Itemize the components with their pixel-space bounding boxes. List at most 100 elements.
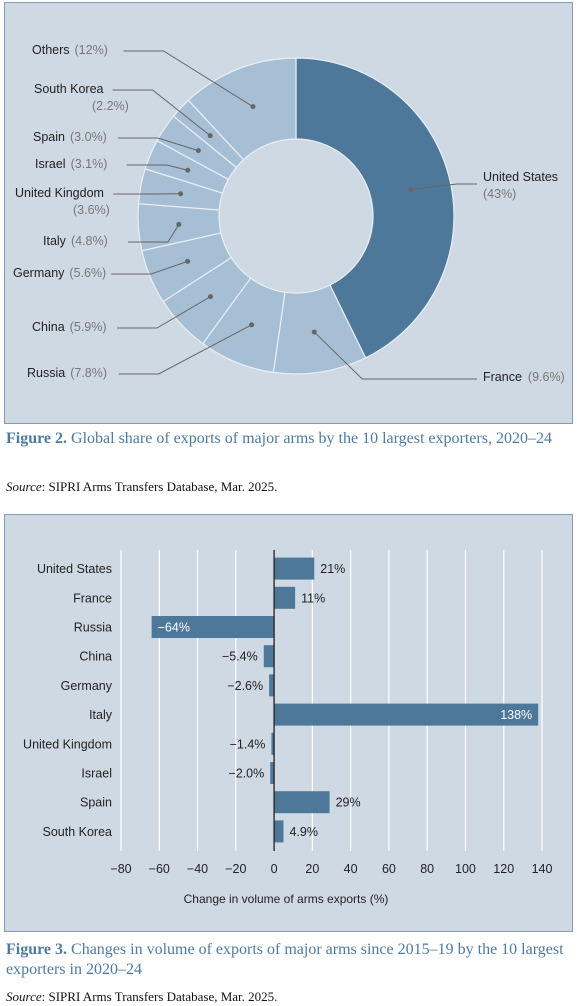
x-tick-label: 100 (455, 862, 476, 876)
donut-label-russia: Russia (7.8%) (27, 322, 255, 380)
donut-chart: United States (43%) France (9.6%) Russia (7.8… (13, 43, 565, 384)
figure2-source: Source: SIPRI Arms Transfers Database, M… (6, 479, 277, 495)
donut-label-text: United States (43%) (483, 170, 558, 201)
leader-line (112, 89, 211, 137)
bar-germany (269, 674, 275, 697)
donut-label-text: Russia (7.8%) (27, 366, 107, 380)
x-tick-label: 80 (420, 862, 434, 876)
value-label-china: −5.4% (222, 650, 258, 664)
leader-line (118, 137, 199, 152)
donut-label-text: Others (12%) (32, 43, 108, 57)
figure2-caption: Figure 2. Global share of exports of maj… (6, 429, 571, 449)
x-tick-label: 40 (344, 862, 358, 876)
figure3-source: Source: SIPRI Arms Transfers Database, M… (6, 989, 277, 1005)
donut-label-south-korea: South Korea (2.2%) (34, 82, 213, 139)
donut-label-text: Italy (4.8%) (43, 234, 108, 248)
leader-line (111, 260, 188, 275)
bar-spain (274, 791, 330, 814)
bar-south-korea (274, 820, 284, 843)
donut-label-text: France (9.6%) (483, 370, 565, 384)
donut-label-text: United Kingdom (3.6%) (15, 186, 110, 217)
donut-label-text: China (5.9%) (32, 320, 107, 334)
leader-line (410, 183, 477, 190)
leader-dot (207, 294, 213, 300)
leader-dot (178, 191, 184, 197)
leader-line (118, 324, 252, 375)
bar-united-kingdom (271, 732, 275, 755)
value-label-russia: −64% (158, 621, 190, 635)
figure3-caption: Figure 3. Changes in volume of exports o… (6, 940, 571, 980)
value-label-italy: 138% (500, 708, 532, 722)
donut-label-china: China (5.9%) (32, 294, 213, 334)
figure3-title: Changes in volume of exports of major ar… (6, 941, 564, 978)
x-tick-label: −20 (225, 862, 246, 876)
value-label-south-korea: 4.9% (289, 825, 318, 839)
x-tick-label: 120 (493, 862, 514, 876)
figure2-number: Figure 2. (6, 430, 68, 447)
category-label-italy: Italy (89, 708, 113, 722)
leader-dot (185, 258, 191, 264)
leader-dot (185, 167, 191, 173)
leader-dot (195, 148, 201, 154)
donut-label-others: Others (12%) (32, 43, 256, 110)
leader-dot (250, 104, 256, 110)
value-label-germany: −2.6% (227, 679, 263, 693)
value-label-spain: 29% (336, 796, 361, 810)
value-label-france: 11% (301, 591, 325, 605)
donut-chart-panel: United States (43%) France (9.6%) Russia (7.8… (4, 2, 573, 424)
donut-label-italy: Italy (4.8%) (43, 221, 182, 248)
bar-russia (151, 616, 275, 638)
figure2-source-text: : SIPRI Arms Transfers Database, Mar. 20… (41, 479, 278, 494)
x-tick-label: −40 (187, 862, 208, 876)
bar-united-states (274, 557, 315, 580)
figure3-source-text: : SIPRI Arms Transfers Database, Mar. 20… (41, 989, 278, 1004)
value-label-united-states: 21% (320, 562, 345, 576)
donut-label-text: Spain (3.0%) (33, 130, 107, 144)
leader-line (126, 164, 188, 171)
category-label-united-states: United States (37, 562, 112, 576)
category-label-israel: Israel (81, 767, 112, 781)
donut-label-spain: Spain (3.0%) (33, 130, 201, 154)
leader-line (117, 296, 211, 329)
x-tick-label: 140 (532, 862, 553, 876)
category-label-china: China (79, 650, 112, 664)
value-label-israel: −2.0% (228, 767, 264, 781)
x-axis-label: Change in volume of arms exports (%) (184, 892, 389, 906)
x-tick-label: −80 (110, 862, 131, 876)
leader-dot (176, 221, 182, 227)
figure3-source-label: Source (6, 989, 42, 1004)
value-label-united-kingdom: −1.4% (230, 737, 266, 751)
x-tick-label: 60 (382, 862, 396, 876)
bar-chart-panel: United States 21% France 11% Russia −64% China… (4, 514, 573, 932)
donut-label-text: Israel (3.1%) (35, 157, 107, 171)
category-label-france: France (73, 591, 112, 605)
x-tick-label: −60 (149, 862, 170, 876)
donut-label-france: France (9.6%) (311, 329, 565, 384)
donut-label-israel: Israel (3.1%) (35, 157, 191, 173)
category-label-united-kingdom: United Kingdom (23, 737, 112, 751)
x-tick-label: 0 (271, 862, 278, 876)
category-label-south-korea: South Korea (43, 825, 113, 839)
figure2-source-label: Source (6, 479, 42, 494)
bar-chart: United States 21% France 11% Russia −64% China… (23, 550, 553, 906)
donut-label-germany: Germany (5.6%) (13, 258, 191, 280)
figure3-number: Figure 3. (6, 941, 68, 958)
leader-dot (249, 322, 255, 328)
donut-label-united-states: United States (43%) (407, 170, 558, 201)
x-tick-label: 20 (305, 862, 319, 876)
category-label-germany: Germany (61, 679, 113, 693)
donut-label-text: Germany (5.6%) (13, 266, 106, 280)
leader-line (128, 224, 180, 243)
donut-slice-united-states (295, 57, 455, 359)
bar-israel (270, 762, 275, 784)
leader-line (123, 50, 254, 108)
leader-line (313, 331, 477, 380)
leader-dot (407, 186, 413, 192)
bar-italy (274, 703, 539, 726)
category-label-russia: Russia (74, 621, 112, 635)
donut-label-united-kingdom: United Kingdom (3.6%) (15, 186, 184, 217)
bar-france (274, 586, 296, 609)
bar-china (263, 645, 275, 668)
donut-label-text: South Korea (2.2%) (34, 82, 129, 113)
category-label-spain: Spain (80, 796, 112, 810)
